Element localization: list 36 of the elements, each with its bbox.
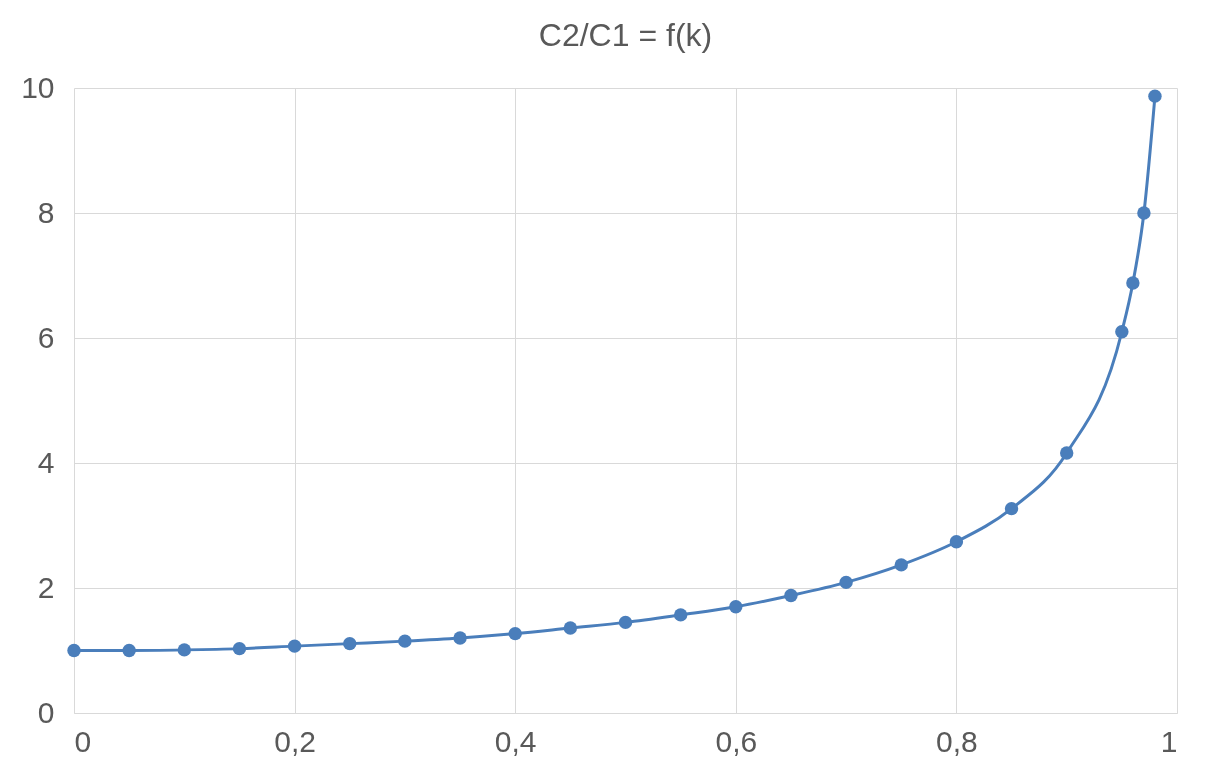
x-tick-label: 0,2	[274, 724, 316, 758]
point	[343, 636, 357, 651]
point	[232, 641, 247, 656]
y-tick-label: 6	[37, 320, 55, 354]
y-tick-label: 8	[37, 195, 55, 229]
point	[287, 639, 302, 653]
point	[398, 634, 412, 648]
point	[122, 643, 136, 658]
point	[894, 558, 908, 572]
x-tick-label: 0,4	[494, 724, 537, 758]
y-tick-label: 0	[37, 695, 55, 729]
point	[1148, 89, 1162, 103]
point	[1004, 501, 1019, 516]
y-tick-label: 4	[37, 445, 55, 479]
chart-title: C2/C1 = f(k)	[538, 17, 713, 53]
y-tick-label: 10	[21, 70, 55, 104]
point	[729, 600, 743, 614]
x-tick-label: 0,6	[715, 724, 758, 758]
point	[67, 643, 81, 658]
point	[1126, 276, 1140, 290]
x-tick-label: 0	[74, 724, 92, 758]
y-tick-label: 2	[37, 570, 55, 604]
point	[1115, 325, 1129, 339]
point	[177, 643, 192, 657]
point	[563, 621, 578, 635]
point	[839, 575, 853, 590]
point	[1137, 206, 1151, 220]
point	[508, 626, 522, 641]
x-tick-label: 0,8	[936, 724, 978, 758]
point	[673, 608, 688, 622]
point	[618, 615, 633, 630]
point	[784, 588, 798, 603]
point	[453, 631, 467, 645]
point	[949, 535, 964, 549]
x-tick-label: 1	[1160, 724, 1178, 758]
point	[1059, 446, 1074, 460]
